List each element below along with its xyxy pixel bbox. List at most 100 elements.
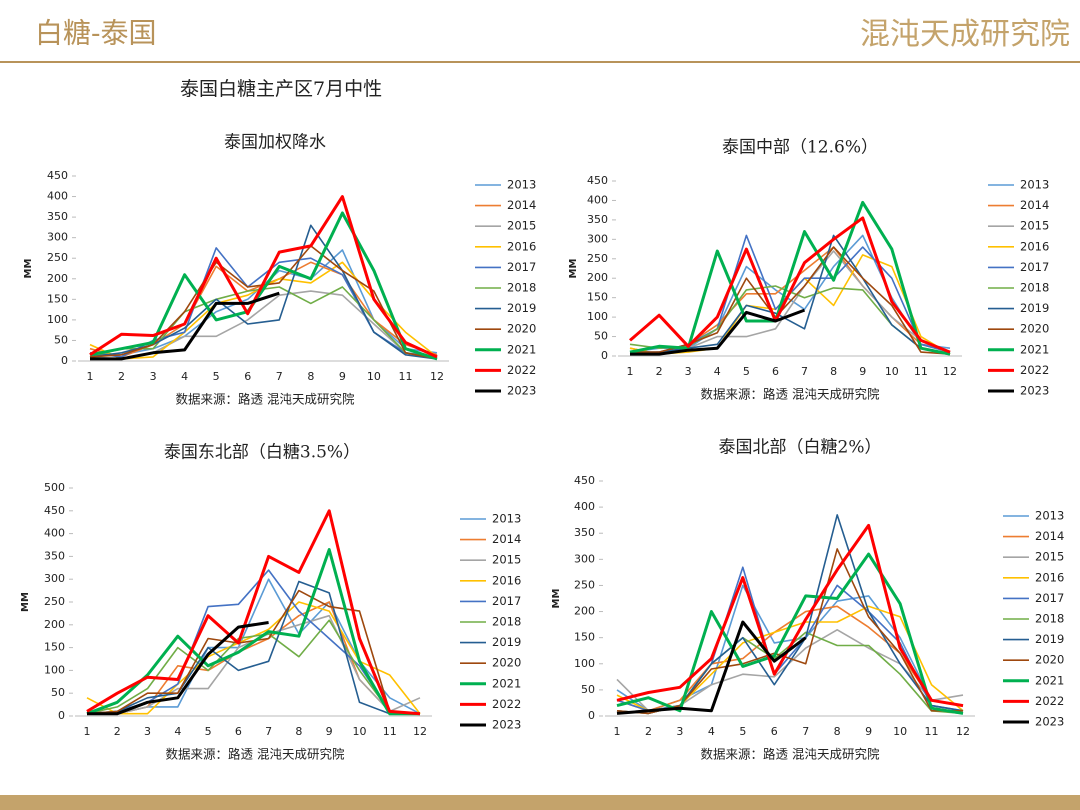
x-tick-label: 1 (84, 725, 91, 738)
y-tick-label: 0 (58, 709, 65, 722)
series-line (89, 211, 438, 361)
y-tick-label: 300 (587, 232, 608, 245)
chart-title: 泰国北部（白糖2%） (719, 438, 882, 458)
x-tick-label: 12 (956, 725, 970, 738)
series-line (86, 619, 421, 715)
y-tick-label: 200 (587, 271, 608, 284)
series-line (629, 200, 951, 356)
series-line (86, 548, 420, 716)
y-tick-label: 200 (44, 618, 65, 631)
legend-label: 2022 (492, 697, 521, 711)
legend-label: 2020 (1020, 322, 1049, 336)
legend-label: 2013 (492, 512, 521, 526)
y-tick-label: 350 (574, 526, 595, 539)
x-tick-label: 6 (771, 725, 778, 738)
x-tick-label: 12 (413, 725, 427, 738)
x-tick-label: 1 (87, 370, 94, 383)
y-tick-label: 0 (588, 709, 595, 722)
y-tick-label: 300 (47, 231, 68, 244)
x-tick-label: 11 (914, 365, 928, 378)
y-tick-label: 100 (47, 313, 68, 326)
y-tick-label: 200 (574, 605, 595, 618)
legend-label: 2015 (507, 219, 536, 233)
legend-label: 2017 (492, 594, 521, 608)
x-tick-label: 8 (307, 370, 314, 383)
x-tick-label: 1 (614, 725, 621, 738)
legend-label: 2014 (507, 198, 536, 212)
legend-label: 2019 (507, 301, 536, 315)
legend-label: 2013 (507, 178, 536, 192)
chart-title: 泰国中部（12.6%） (722, 138, 878, 158)
legend-label: 2021 (1035, 673, 1064, 687)
x-tick-label: 3 (150, 370, 157, 383)
x-tick-label: 1 (627, 365, 634, 378)
x-tick-label: 3 (676, 725, 683, 738)
y-tick-label: 400 (574, 500, 595, 513)
legend-label: 2016 (1035, 570, 1064, 584)
series-line (86, 601, 421, 715)
legend-label: 2019 (492, 635, 521, 649)
x-tick-label: 10 (352, 725, 366, 738)
y-axis-label: MM (551, 589, 562, 609)
series-line (630, 308, 806, 356)
y-tick-label: 100 (574, 657, 595, 670)
legend-label: 2014 (1035, 529, 1064, 543)
x-tick-label: 6 (244, 370, 251, 383)
y-tick-label: 350 (587, 213, 608, 226)
x-tick-label: 4 (714, 365, 721, 378)
legend-label: 2018 (1035, 612, 1064, 626)
x-tick-label: 3 (685, 365, 692, 378)
legend-label: 2016 (492, 573, 521, 587)
series-line (616, 605, 964, 712)
series-line (616, 620, 807, 715)
y-tick-label: 50 (51, 686, 65, 699)
x-tick-label: 9 (859, 365, 866, 378)
x-tick-label: 2 (645, 725, 652, 738)
source-note: 数据来源：路透 混沌天成研究院 (166, 747, 345, 762)
y-tick-label: 250 (47, 251, 68, 264)
series-line (90, 291, 280, 361)
legend-label: 2022 (507, 363, 536, 377)
y-tick-label: 350 (47, 210, 68, 223)
x-tick-label: 11 (383, 725, 397, 738)
y-tick-label: 0 (61, 354, 68, 367)
x-tick-label: 3 (144, 725, 151, 738)
legend-label: 2023 (492, 718, 521, 732)
legend-label: 2020 (492, 656, 521, 670)
legend-label: 2013 (1020, 178, 1049, 192)
series-line (616, 514, 964, 715)
x-tick-label: 8 (295, 725, 302, 738)
y-tick-label: 400 (44, 527, 65, 540)
series-line (616, 523, 964, 708)
y-tick-label: 150 (574, 631, 595, 644)
y-tick-label: 150 (44, 641, 65, 654)
legend-label: 2021 (492, 676, 521, 690)
legend-label: 2017 (1020, 260, 1049, 274)
y-axis-label: MM (568, 259, 579, 279)
legend-label: 2022 (1035, 694, 1064, 708)
y-tick-label: 250 (574, 578, 595, 591)
y-tick-label: 200 (47, 272, 68, 285)
x-tick-label: 9 (865, 725, 872, 738)
legend-label: 2017 (507, 260, 536, 274)
y-axis-label: MM (23, 259, 34, 279)
legend-label: 2023 (1035, 715, 1064, 729)
chart-title: 泰国加权降水 (224, 133, 326, 153)
y-tick-label: 150 (47, 292, 68, 305)
legend-label: 2013 (1035, 509, 1064, 523)
legend-label: 2015 (1020, 219, 1049, 233)
x-tick-label: 5 (205, 725, 212, 738)
x-tick-label: 6 (235, 725, 242, 738)
y-tick-label: 50 (594, 330, 608, 343)
x-tick-label: 5 (213, 370, 220, 383)
legend-label: 2017 (1035, 591, 1064, 605)
y-tick-label: 300 (44, 572, 65, 585)
x-tick-label: 8 (834, 725, 841, 738)
y-tick-label: 450 (574, 474, 595, 487)
series-line (86, 509, 421, 716)
y-tick-label: 450 (587, 174, 608, 187)
x-tick-label: 9 (326, 725, 333, 738)
legend-label: 2020 (1035, 653, 1064, 667)
